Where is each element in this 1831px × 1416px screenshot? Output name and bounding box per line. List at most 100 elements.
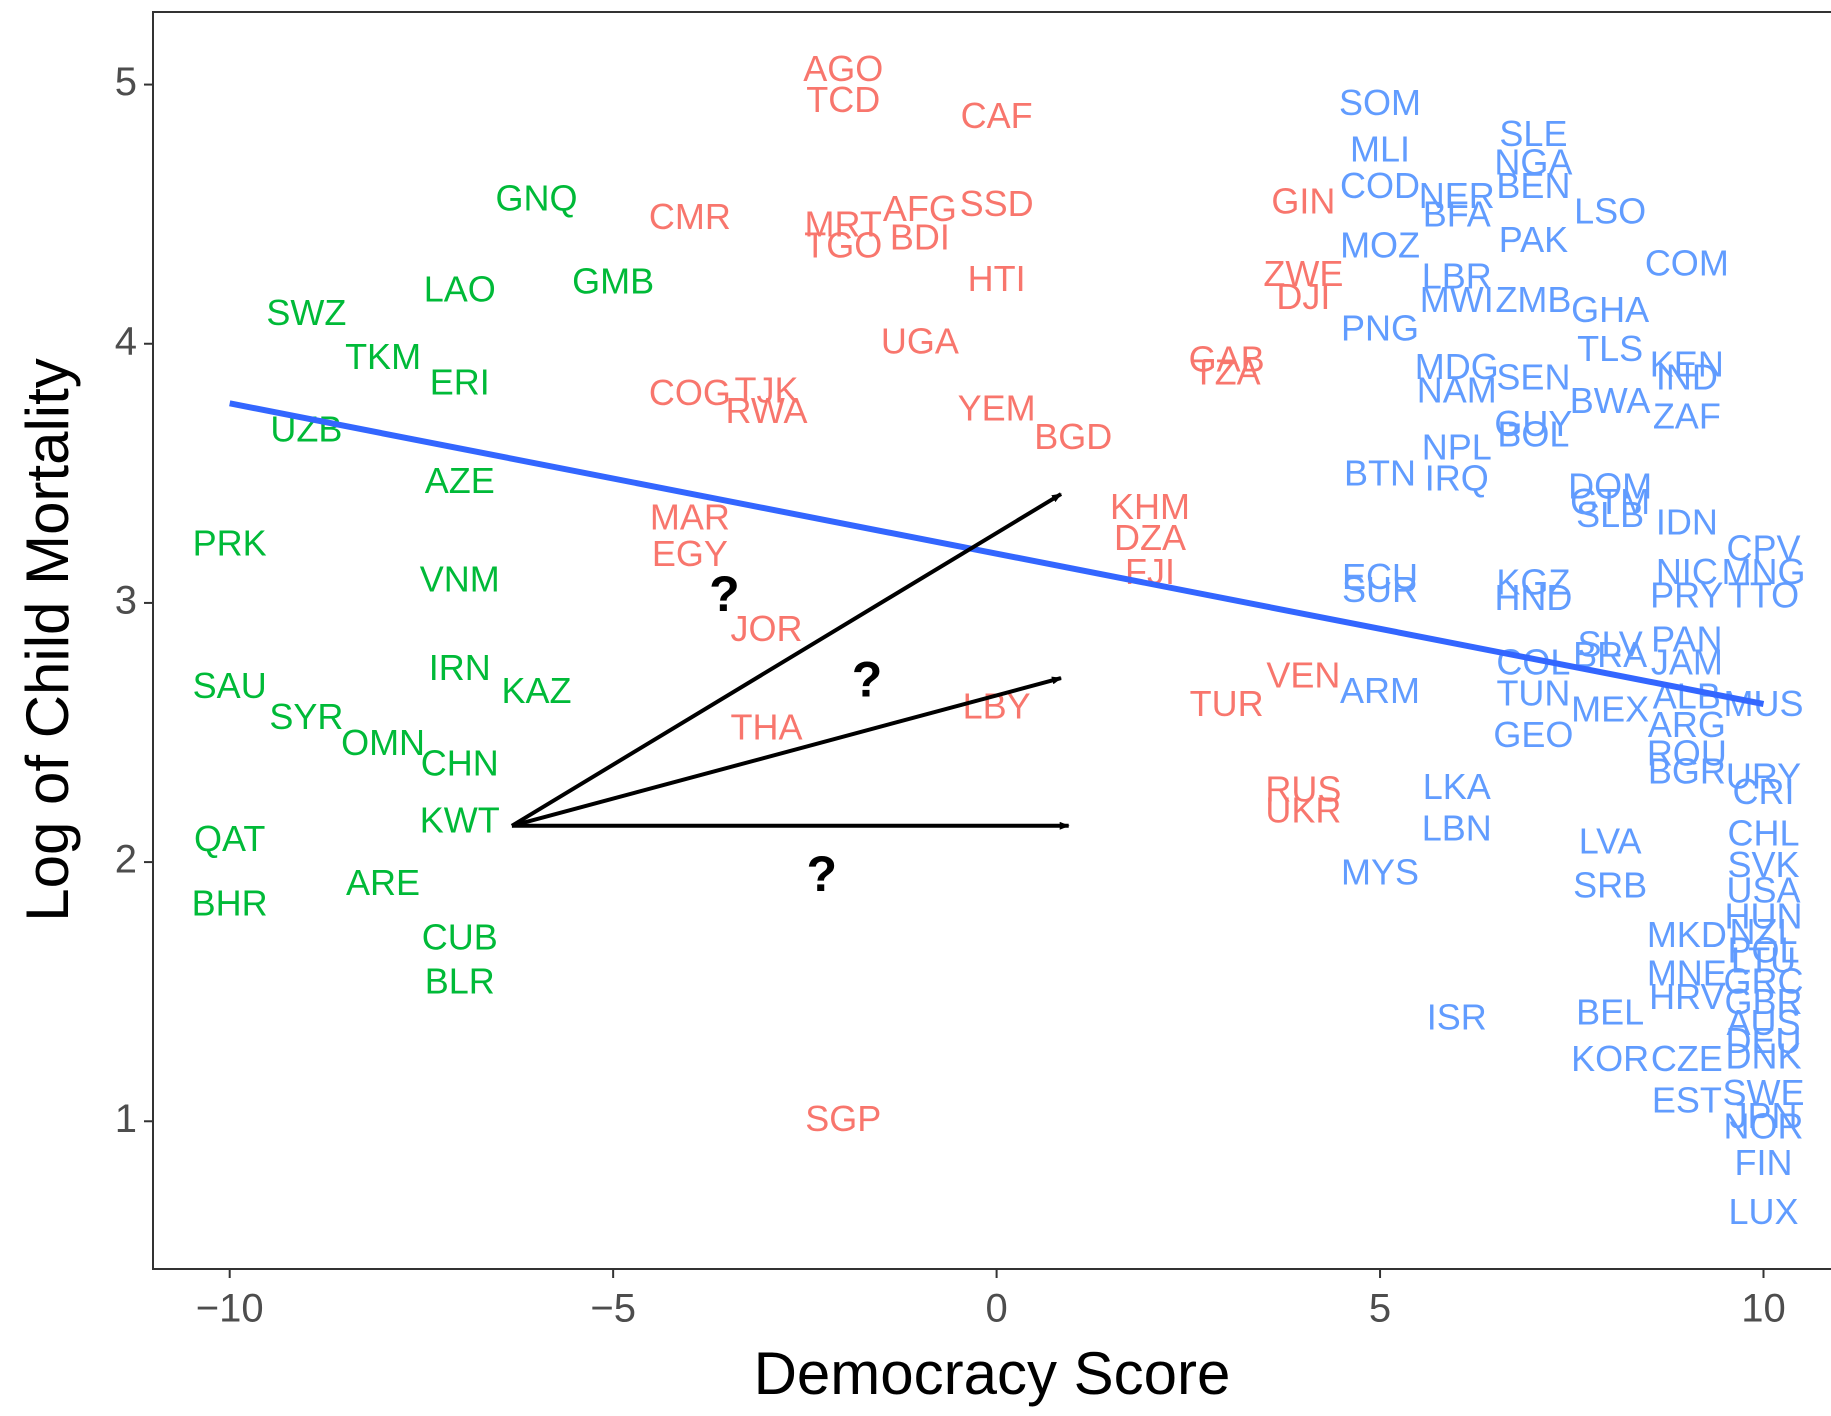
point-label: NER xyxy=(1419,175,1495,216)
point-label: DZA xyxy=(1114,517,1186,558)
point-label: BFA xyxy=(1423,193,1491,234)
point-label: ERI xyxy=(430,362,490,403)
x-tick-label: 0 xyxy=(985,1287,1007,1331)
point-label: LAO xyxy=(424,268,496,309)
point-label: UKR xyxy=(1265,789,1341,830)
point-label: EGY xyxy=(652,533,728,574)
point-label: SLE xyxy=(1499,113,1567,154)
point-label: TUN xyxy=(1496,673,1570,714)
point-label: TJK xyxy=(735,370,799,411)
point-label: RWA xyxy=(726,390,808,431)
point-label: NZL xyxy=(1730,911,1798,952)
point-label: LVA xyxy=(1579,820,1642,861)
point-label: SEN xyxy=(1496,357,1570,398)
point-label: CZE xyxy=(1651,1038,1723,1079)
point-label: LBR xyxy=(1422,255,1492,296)
point-label: GUY xyxy=(1494,403,1572,444)
y-tick-label: 2 xyxy=(115,838,137,882)
point-label: KWT xyxy=(420,800,500,841)
point-label: PRK xyxy=(193,522,267,563)
point-label: SUR xyxy=(1342,569,1418,610)
point-label: AGO xyxy=(803,48,883,89)
point-label: LBY xyxy=(963,686,1031,727)
y-tick-label: 3 xyxy=(115,578,137,622)
point-label: BGR xyxy=(1648,750,1726,791)
point-label: SRB xyxy=(1573,865,1647,906)
point-label: MYS xyxy=(1341,852,1419,893)
point-label: ZMB xyxy=(1495,279,1571,320)
y-tick-label: 1 xyxy=(115,1097,137,1141)
point-label: MNE xyxy=(1647,953,1727,994)
point-label: ARE xyxy=(346,862,420,903)
point-label: GHA xyxy=(1571,289,1649,330)
point-label: GEO xyxy=(1493,714,1573,755)
point-label: ZWE xyxy=(1263,253,1343,294)
point-label: NPL xyxy=(1422,427,1492,468)
annotation: ? xyxy=(806,846,837,902)
point-label: PAN xyxy=(1651,618,1722,659)
point-label: AZE xyxy=(425,460,495,501)
point-label: UGA xyxy=(881,320,959,361)
point-label: TKM xyxy=(345,336,421,377)
point-label: MRT xyxy=(805,204,882,245)
point-label: MOZ xyxy=(1340,224,1420,265)
point-label: KOR xyxy=(1571,1038,1649,1079)
point-label: COM xyxy=(1645,243,1729,284)
point-label: DOM xyxy=(1568,465,1652,506)
x-tick-label: 10 xyxy=(1741,1287,1786,1331)
y-tick-label: 4 xyxy=(115,319,137,363)
point-label: KHM xyxy=(1110,486,1190,527)
point-label: NOR xyxy=(1724,1106,1804,1147)
point-label: ARG xyxy=(1648,704,1726,745)
point-label: LUX xyxy=(1728,1191,1798,1232)
point-label: CAF xyxy=(961,95,1033,136)
point-label: NIC xyxy=(1656,551,1718,592)
point-label: BOL xyxy=(1497,414,1569,455)
point-label: LBN xyxy=(1422,808,1492,849)
point-label: VNM xyxy=(420,559,500,600)
point-label: MDG xyxy=(1415,346,1499,387)
point-label: SOM xyxy=(1339,82,1421,123)
point-label: PNG xyxy=(1341,307,1419,348)
point-label: MNG xyxy=(1722,551,1806,592)
point-label: JAM xyxy=(1651,642,1723,683)
point-label: PAK xyxy=(1499,219,1568,260)
point-label: BLR xyxy=(425,960,495,1001)
point-label: HUN xyxy=(1725,896,1803,937)
point-label: TGO xyxy=(804,224,882,265)
point-label: OMN xyxy=(341,722,425,763)
point-label: MWI xyxy=(1420,279,1494,320)
point-label: SLB xyxy=(1576,494,1644,535)
point-label: BGD xyxy=(1034,416,1112,457)
point-label: CHL xyxy=(1727,813,1799,854)
point-label: USA xyxy=(1726,870,1800,911)
point-label: LTU xyxy=(1731,940,1796,981)
y-axis-label: Log of Child Mortality xyxy=(14,358,81,922)
x-tick-label: 5 xyxy=(1369,1287,1391,1331)
point-label: SGP xyxy=(805,1098,881,1139)
point-label: COG xyxy=(649,372,731,413)
point-label: DEU xyxy=(1726,1020,1802,1061)
point-label: AFG xyxy=(883,188,957,229)
point-label: JPN xyxy=(1730,1095,1798,1136)
point-label: NGA xyxy=(1494,141,1572,182)
point-label: IDN xyxy=(1656,502,1718,543)
point-label: ECU xyxy=(1342,556,1418,597)
point-label: IRQ xyxy=(1425,458,1489,499)
point-label: IRN xyxy=(429,647,491,688)
point-label: BDI xyxy=(890,217,950,258)
point-label: BWA xyxy=(1570,380,1651,421)
point-label: CHN xyxy=(421,743,499,784)
point-label: THA xyxy=(731,706,803,747)
point-label: TTO xyxy=(1728,574,1799,615)
point-label: COD xyxy=(1340,165,1420,206)
point-label: GNQ xyxy=(495,178,577,219)
point-label: QAT xyxy=(194,818,265,859)
point-label: GAB xyxy=(1189,338,1265,379)
point-label: SVK xyxy=(1727,844,1799,885)
point-label: SWE xyxy=(1723,1072,1805,1113)
point-label: BEL xyxy=(1576,992,1644,1033)
point-label: JOR xyxy=(731,608,803,649)
point-label: GMB xyxy=(572,261,654,302)
point-label: TUR xyxy=(1190,683,1264,724)
